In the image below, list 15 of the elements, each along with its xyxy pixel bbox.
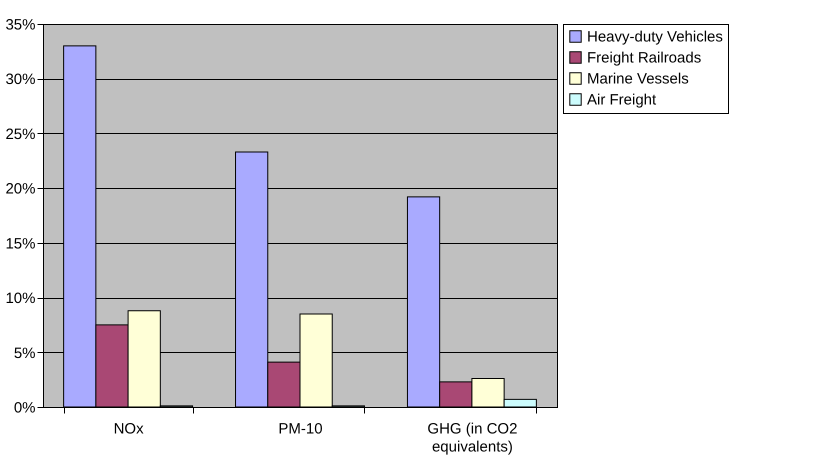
y-tick-label: 10% [5,290,36,308]
legend-label: Freight Railroads [587,50,702,66]
y-tick-label: 15% [5,235,36,252]
legend-label: Marine Vessels [587,70,689,88]
y-tick-label: 30% [5,71,36,88]
y-tick-label: 20% [5,180,36,198]
x-tick-label: GHG (in CO2 equivalents) [427,420,518,456]
y-tick-label: 35% [5,16,36,34]
legend-label: Heavy-duty Vehicles [587,28,723,46]
x-tick-label: NOx [114,420,144,438]
x-tick-label: PM-10 [278,420,323,438]
y-tick-label: 5% [14,344,36,362]
legend-label: Air Freight [587,92,658,108]
y-tick-label: 25% [5,126,36,143]
y-tick-label: 0% [14,400,36,416]
